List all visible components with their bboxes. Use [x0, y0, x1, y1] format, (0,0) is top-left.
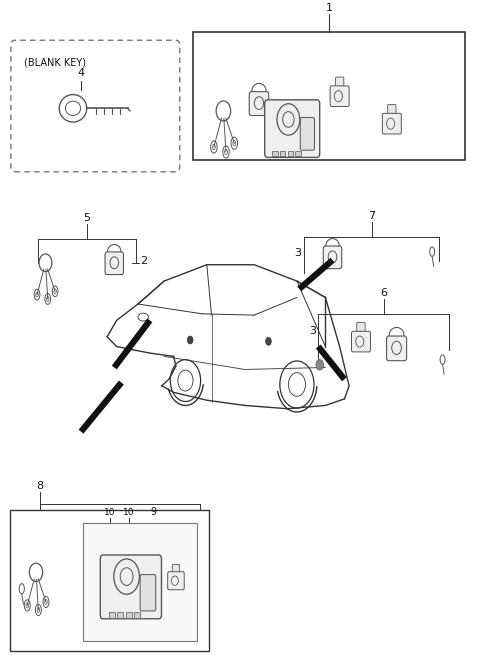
Text: 10: 10	[123, 508, 134, 517]
Text: 5: 5	[84, 213, 91, 223]
Bar	[273, 151, 278, 156]
FancyBboxPatch shape	[324, 246, 342, 269]
Text: 8: 8	[36, 480, 43, 490]
Text: 3: 3	[309, 326, 316, 336]
FancyBboxPatch shape	[336, 77, 344, 91]
Bar	[108, 612, 115, 618]
FancyBboxPatch shape	[168, 572, 184, 590]
Bar	[10, 510, 209, 651]
FancyBboxPatch shape	[100, 555, 161, 619]
FancyBboxPatch shape	[357, 322, 365, 336]
Bar	[192, 32, 466, 160]
Text: 10: 10	[104, 508, 115, 517]
FancyBboxPatch shape	[330, 86, 349, 107]
Bar	[117, 612, 123, 618]
Text: 7: 7	[368, 211, 375, 221]
FancyBboxPatch shape	[386, 336, 407, 360]
Text: 6: 6	[380, 288, 387, 298]
Text: (BLANK KEY): (BLANK KEY)	[24, 57, 86, 67]
FancyBboxPatch shape	[140, 575, 156, 611]
Bar	[295, 151, 300, 156]
Circle shape	[265, 338, 271, 345]
FancyBboxPatch shape	[11, 40, 180, 172]
Bar	[84, 523, 197, 641]
Circle shape	[187, 336, 193, 344]
Bar	[280, 151, 285, 156]
Text: 1: 1	[325, 3, 333, 13]
Text: 9: 9	[151, 507, 157, 517]
Bar	[134, 612, 140, 618]
Bar	[126, 612, 132, 618]
FancyBboxPatch shape	[351, 331, 371, 352]
FancyBboxPatch shape	[300, 117, 314, 150]
Text: 2: 2	[140, 257, 147, 267]
FancyBboxPatch shape	[249, 92, 269, 115]
FancyBboxPatch shape	[264, 100, 320, 157]
Text: 4: 4	[77, 68, 84, 78]
FancyBboxPatch shape	[388, 105, 396, 119]
Circle shape	[316, 360, 324, 370]
FancyBboxPatch shape	[172, 564, 180, 576]
FancyBboxPatch shape	[105, 252, 123, 275]
FancyBboxPatch shape	[383, 113, 401, 134]
Bar	[288, 151, 293, 156]
Text: 3: 3	[295, 249, 301, 259]
